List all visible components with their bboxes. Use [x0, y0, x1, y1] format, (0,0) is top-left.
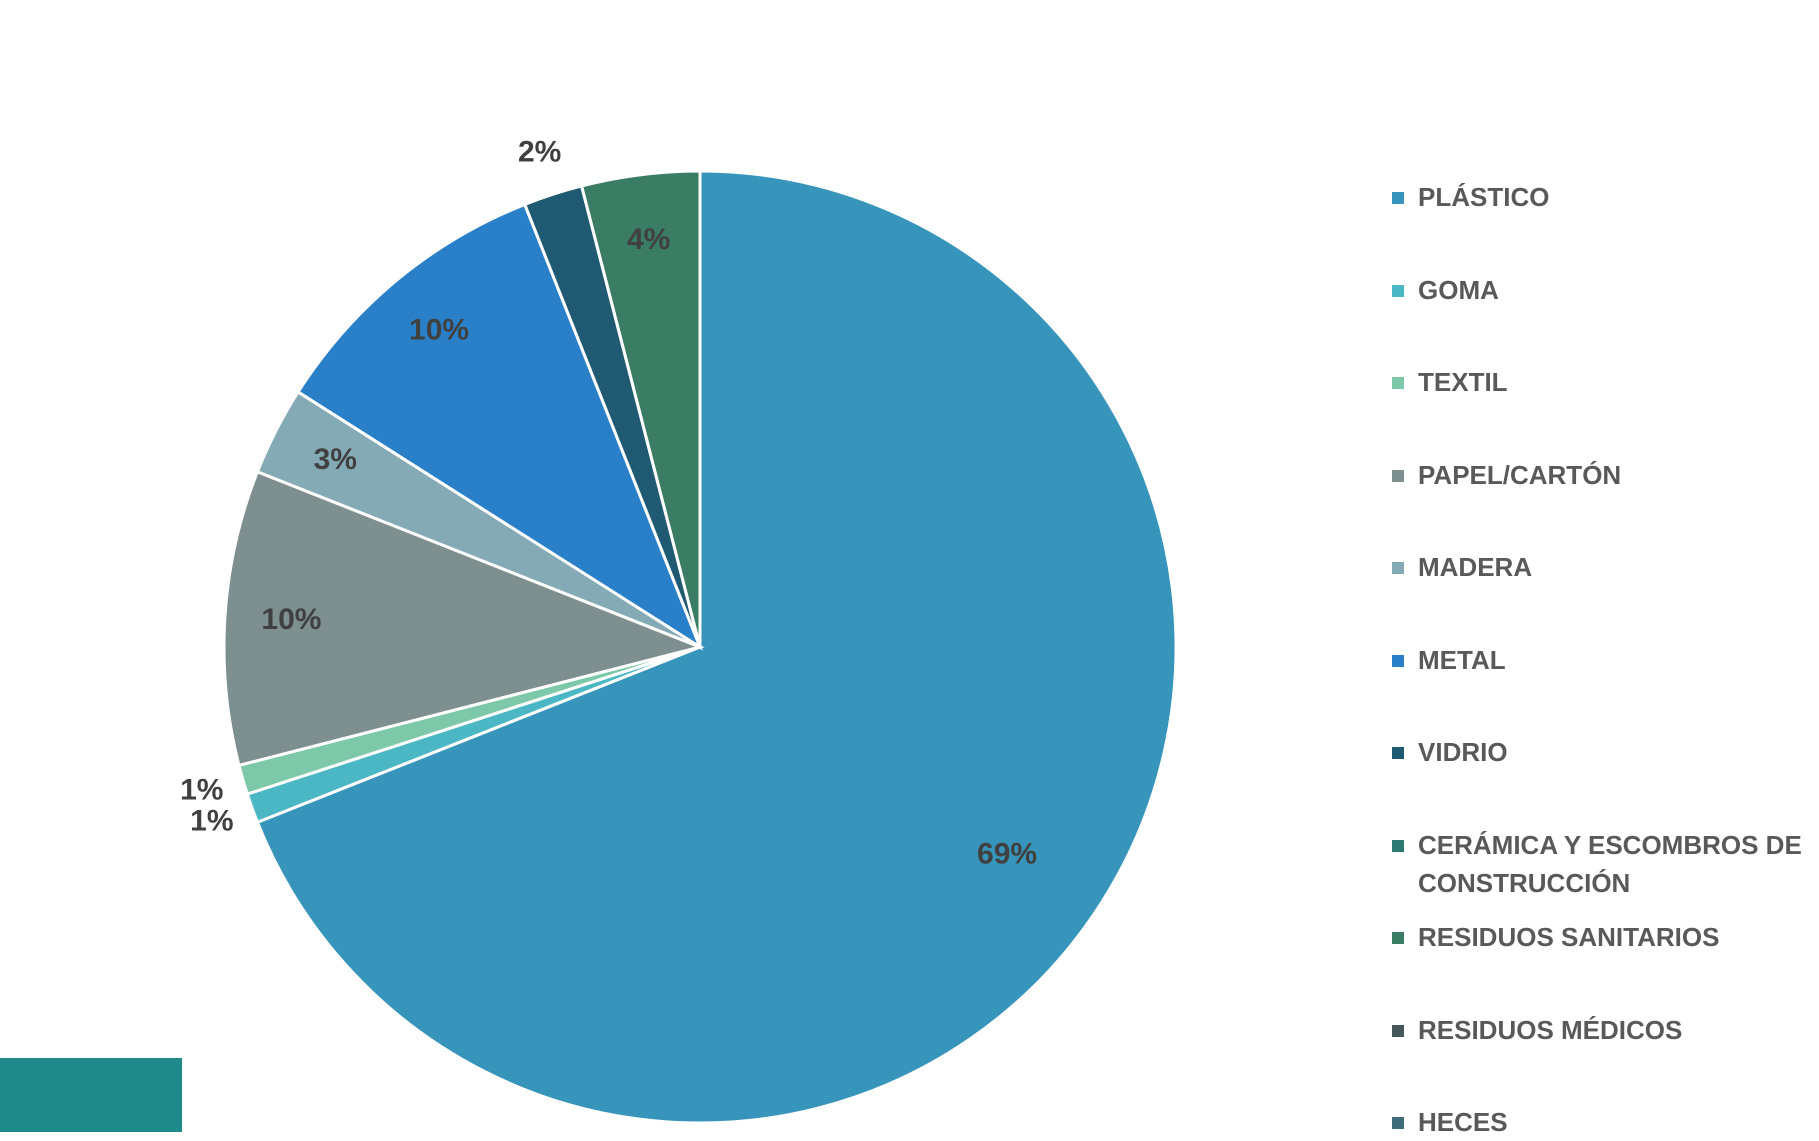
legend-item: PAPEL/CARTÓN [1392, 456, 1812, 494]
legend-item: HECES [1392, 1103, 1812, 1141]
pie-slice [255, 169, 1178, 1125]
legend-label: PLÁSTICO [1418, 182, 1550, 212]
legend-label: CERÁMICA Y ESCOMBROS DE CONSTRUCCIÓN [1418, 829, 1802, 898]
legend-swatch [1392, 377, 1404, 389]
legend-label: PAPEL/CARTÓN [1418, 459, 1622, 490]
legend-item: RESIDUOS SANITARIOS [1392, 918, 1812, 956]
legend-swatch [1392, 192, 1404, 204]
legend-label: GOMA [1418, 274, 1499, 305]
legend-item: MADERA [1392, 548, 1812, 586]
legend-swatch [1392, 747, 1404, 759]
legend-item: TEXTIL [1392, 363, 1812, 401]
data-label: 1% [180, 774, 223, 807]
legend-swatch [1392, 469, 1404, 482]
legend-swatch [1392, 839, 1404, 852]
legend-label: TEXTIL [1418, 367, 1508, 397]
legend-item: PLÁSTICO [1392, 178, 1812, 216]
data-label: 69% [977, 838, 1037, 871]
data-label: 4% [627, 223, 670, 256]
legend-label: HECES [1418, 1107, 1508, 1137]
legend-item: VIDRIO [1392, 733, 1812, 771]
pie: 69% 1%1% 10% 3% 10% 2% 4% [180, 135, 1178, 1125]
legend-swatch [1392, 1117, 1404, 1129]
data-label: 10% [409, 314, 469, 347]
legend-swatch [1392, 284, 1404, 297]
legend-swatch [1392, 1024, 1404, 1037]
pie-slice [222, 469, 705, 768]
data-label: 2% [518, 135, 561, 168]
logo [0, 1058, 182, 1132]
legend-label: RESIDUOS MÉDICOS [1418, 1014, 1683, 1045]
legend-item: GOMA [1392, 271, 1812, 309]
legend-label: METAL [1418, 644, 1506, 675]
legend-swatch [1392, 562, 1404, 574]
legend-item: METAL [1392, 641, 1812, 679]
legend-label: VIDRIO [1418, 737, 1508, 767]
legend-swatch [1392, 932, 1404, 944]
legend-swatch [1392, 654, 1404, 667]
data-label: 3% [314, 443, 357, 476]
legend-item: CERÁMICA Y ESCOMBROS DE CONSTRUCCIÓN [1392, 826, 1812, 902]
pie-slice [296, 202, 704, 651]
legend-label: MADERA [1418, 552, 1533, 582]
data-label: 10% [261, 603, 321, 636]
legend-item: RESIDUOS MÉDICOS [1392, 1011, 1812, 1049]
data-label: 1% [190, 805, 233, 838]
legend-label: RESIDUOS SANITARIOS [1418, 922, 1720, 952]
